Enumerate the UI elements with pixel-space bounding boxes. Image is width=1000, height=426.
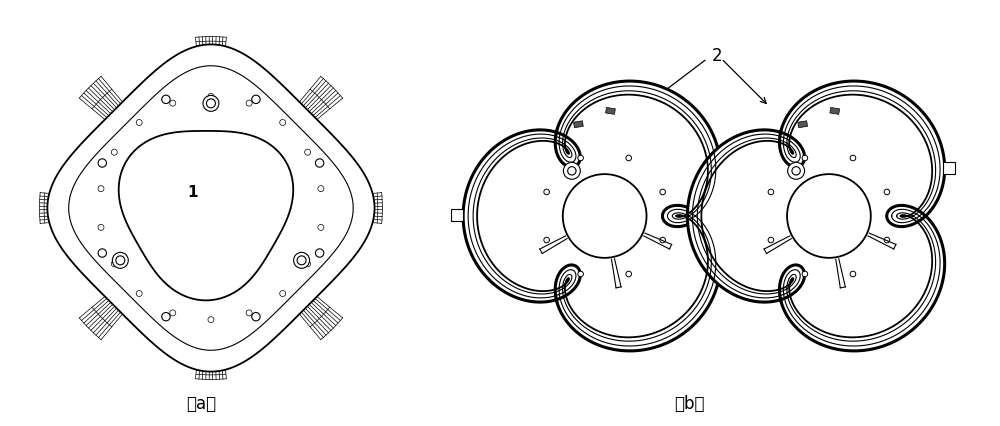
Polygon shape [47,45,375,372]
Circle shape [280,291,286,297]
Circle shape [305,261,311,267]
Circle shape [98,225,104,231]
Circle shape [111,261,117,267]
Circle shape [788,163,805,180]
Circle shape [578,272,583,277]
Circle shape [297,256,306,265]
Circle shape [544,190,549,195]
Circle shape [208,317,214,323]
Circle shape [280,120,286,126]
Circle shape [792,167,800,176]
Circle shape [568,167,576,176]
Text: 2: 2 [712,46,723,64]
Bar [798,121,808,128]
Circle shape [563,163,580,180]
Circle shape [660,238,665,243]
Circle shape [162,313,170,321]
Circle shape [246,310,252,316]
Circle shape [768,190,774,195]
Bar [943,162,955,174]
Circle shape [305,150,311,156]
Circle shape [850,272,856,277]
Circle shape [112,253,128,269]
Bar [451,209,463,221]
Circle shape [208,94,214,100]
Circle shape [660,190,665,195]
Circle shape [578,156,583,161]
Polygon shape [119,132,293,301]
Circle shape [315,159,324,168]
Circle shape [98,249,106,258]
Circle shape [252,96,260,104]
Bar [830,108,840,115]
Circle shape [802,272,808,277]
Circle shape [563,175,647,258]
Circle shape [315,249,324,258]
Text: 1: 1 [187,184,198,199]
Circle shape [111,150,117,156]
Circle shape [206,100,215,109]
Circle shape [136,120,142,126]
Bar [574,121,583,128]
Circle shape [252,313,260,321]
Circle shape [802,156,808,161]
Circle shape [162,96,170,104]
Circle shape [318,186,324,192]
Polygon shape [687,82,945,351]
Circle shape [98,186,104,192]
Bar [606,108,615,115]
Circle shape [626,272,631,277]
Text: （b）: （b） [674,394,705,412]
Circle shape [246,101,252,107]
Circle shape [787,175,871,258]
Circle shape [768,238,774,243]
Circle shape [626,156,631,161]
Circle shape [116,256,125,265]
Circle shape [170,310,176,316]
Circle shape [544,238,549,243]
Circle shape [136,291,142,297]
Circle shape [884,238,890,243]
Circle shape [884,190,890,195]
Polygon shape [463,82,720,351]
Circle shape [203,96,219,112]
Circle shape [318,225,324,231]
Circle shape [98,159,106,168]
Circle shape [850,156,856,161]
Text: （a）: （a） [186,394,216,412]
Circle shape [170,101,176,107]
Circle shape [294,253,310,269]
